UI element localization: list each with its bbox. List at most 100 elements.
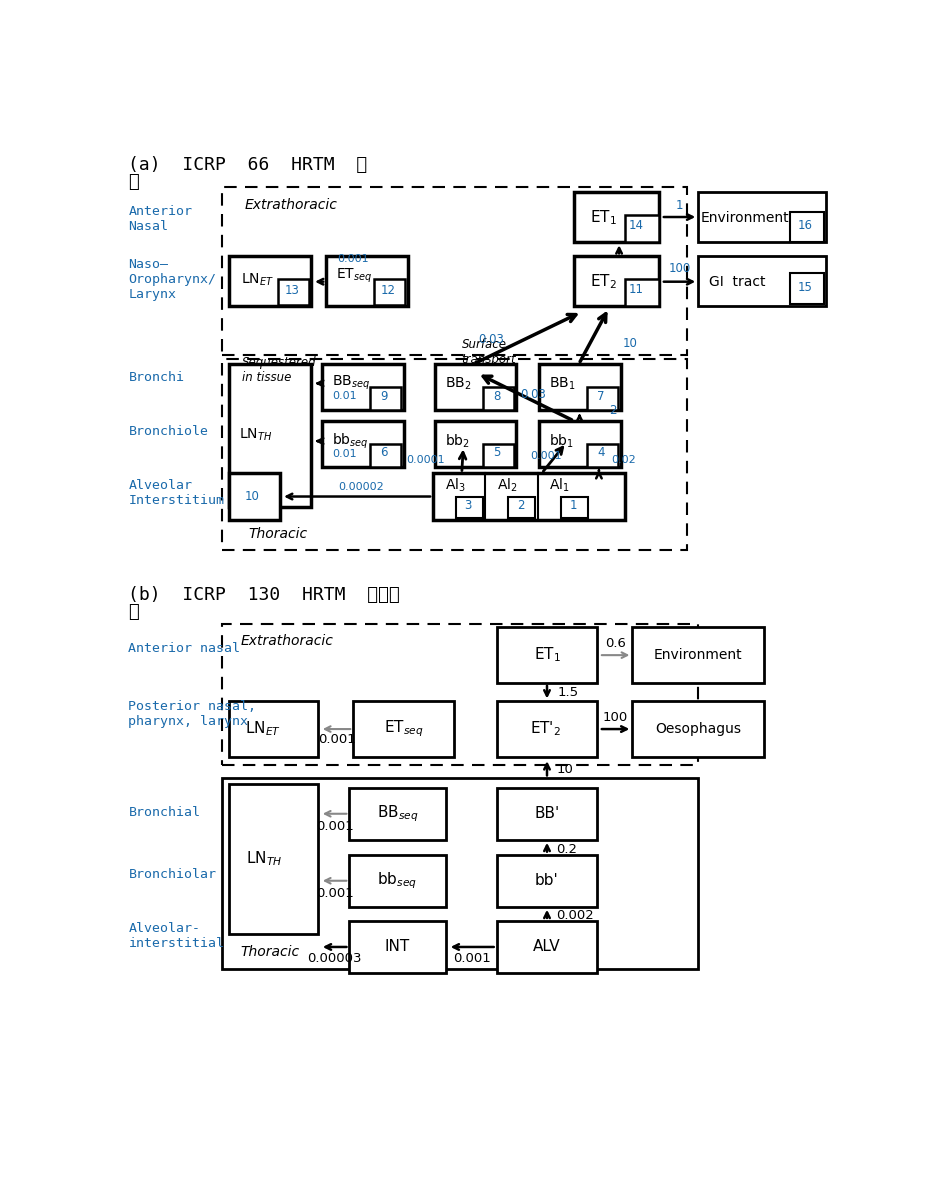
- Text: 0.02: 0.02: [611, 455, 636, 465]
- Bar: [482, 445, 513, 467]
- Text: ET$_{seq}$: ET$_{seq}$: [384, 719, 424, 739]
- Text: Bronchi: Bronchi: [128, 371, 184, 383]
- Text: Bronchial: Bronchial: [128, 806, 200, 820]
- Text: 0.03: 0.03: [479, 333, 504, 346]
- Bar: [323, 364, 404, 410]
- Text: 14: 14: [628, 219, 643, 232]
- Bar: [482, 387, 513, 410]
- Text: Bronchiole: Bronchiole: [128, 425, 209, 438]
- Text: 0.001: 0.001: [317, 887, 354, 900]
- Text: ET'$_2$: ET'$_2$: [530, 720, 561, 739]
- Text: Al$_3$: Al$_3$: [445, 477, 466, 495]
- Text: 12: 12: [381, 283, 396, 296]
- Bar: [435, 364, 516, 410]
- Bar: [632, 701, 764, 757]
- Bar: [370, 387, 401, 410]
- Bar: [350, 920, 446, 974]
- Text: 11: 11: [628, 283, 643, 295]
- Bar: [222, 359, 686, 550]
- Bar: [323, 421, 404, 467]
- Text: Naso–
Oropharynx/
Larynx: Naso– Oropharynx/ Larynx: [128, 257, 217, 301]
- Text: 1: 1: [676, 199, 683, 212]
- Bar: [278, 280, 309, 305]
- Text: 10: 10: [245, 490, 260, 503]
- Text: 6: 6: [381, 446, 388, 459]
- Text: 10: 10: [556, 764, 573, 777]
- Text: Extrathoracic: Extrathoracic: [241, 633, 334, 648]
- Text: Anterior nasal: Anterior nasal: [128, 643, 240, 656]
- Bar: [789, 211, 825, 242]
- Text: (a)  ICRP  66  HRTM  모: (a) ICRP 66 HRTM 모: [128, 157, 367, 174]
- Text: bb$_1$: bb$_1$: [550, 433, 574, 449]
- Text: 2: 2: [609, 403, 616, 416]
- Bar: [625, 216, 659, 242]
- Bar: [509, 497, 536, 518]
- Text: 3: 3: [465, 499, 471, 512]
- Text: GI  tract: GI tract: [709, 275, 765, 288]
- Text: 0.001: 0.001: [453, 952, 491, 965]
- Text: Bronchiolar: Bronchiolar: [128, 868, 217, 881]
- Text: 16: 16: [798, 219, 813, 232]
- Bar: [587, 445, 618, 467]
- Text: LN$_{ET}$: LN$_{ET}$: [245, 720, 280, 739]
- Text: 0.001: 0.001: [530, 452, 562, 461]
- Text: ALV: ALV: [533, 939, 561, 955]
- Bar: [456, 497, 483, 518]
- Text: Oesophagus: Oesophagus: [655, 722, 741, 737]
- Bar: [574, 192, 659, 242]
- Text: BB$_2$: BB$_2$: [445, 375, 471, 391]
- Text: LN$_{ET}$: LN$_{ET}$: [241, 272, 274, 287]
- Text: Environment: Environment: [700, 211, 789, 225]
- Bar: [350, 855, 446, 907]
- Text: 0.03: 0.03: [520, 388, 546, 401]
- Text: 1.5: 1.5: [557, 687, 578, 700]
- Bar: [496, 855, 597, 907]
- Bar: [698, 256, 826, 306]
- Text: 5: 5: [493, 446, 500, 459]
- Text: 0.00002: 0.00002: [338, 482, 384, 491]
- Text: bb': bb': [535, 873, 559, 888]
- Text: 0.002: 0.002: [556, 908, 594, 922]
- Bar: [698, 192, 826, 242]
- Bar: [222, 624, 698, 765]
- Text: 100: 100: [602, 712, 627, 723]
- Bar: [496, 701, 597, 757]
- Text: LN$_{TH}$: LN$_{TH}$: [239, 427, 273, 444]
- Bar: [222, 187, 686, 355]
- Text: 0.001: 0.001: [318, 733, 356, 746]
- Text: 0.01: 0.01: [332, 391, 357, 401]
- Text: Al$_2$: Al$_2$: [496, 477, 517, 495]
- Text: 델: 델: [128, 602, 139, 620]
- Text: BB$_{seq}$: BB$_{seq}$: [377, 803, 418, 824]
- Text: 0.01: 0.01: [332, 449, 357, 459]
- Text: Thoracic: Thoracic: [249, 528, 308, 541]
- Text: INT: INT: [385, 939, 410, 955]
- Text: Environment: Environment: [654, 648, 742, 662]
- Text: 9: 9: [381, 390, 388, 403]
- Text: 2: 2: [517, 499, 525, 512]
- Text: Alveolar
Interstitium: Alveolar Interstitium: [128, 479, 224, 506]
- Text: Anterior
Nasal: Anterior Nasal: [128, 205, 193, 234]
- Text: 0.0001: 0.0001: [406, 454, 445, 465]
- Text: bb$_2$: bb$_2$: [445, 433, 469, 449]
- Text: 13: 13: [284, 283, 299, 296]
- Text: 15: 15: [798, 281, 813, 294]
- Text: BB': BB': [535, 806, 560, 821]
- Bar: [433, 473, 626, 519]
- Text: 7: 7: [597, 390, 605, 403]
- Text: 0.00003: 0.00003: [308, 952, 362, 965]
- Text: 100: 100: [669, 262, 691, 275]
- Text: BB$_{seq}$: BB$_{seq}$: [332, 374, 370, 393]
- Bar: [496, 627, 597, 683]
- Text: Alveolar-
interstitial: Alveolar- interstitial: [128, 923, 224, 950]
- Text: 1: 1: [569, 499, 577, 512]
- Text: 0.001: 0.001: [338, 254, 369, 264]
- Bar: [539, 421, 621, 467]
- Bar: [561, 497, 588, 518]
- Text: Posterior nasal,
pharynx, larynx: Posterior nasal, pharynx, larynx: [128, 701, 256, 728]
- Bar: [435, 421, 516, 467]
- Bar: [229, 473, 280, 519]
- Text: 10: 10: [622, 337, 637, 350]
- Bar: [587, 387, 618, 410]
- Bar: [229, 784, 319, 933]
